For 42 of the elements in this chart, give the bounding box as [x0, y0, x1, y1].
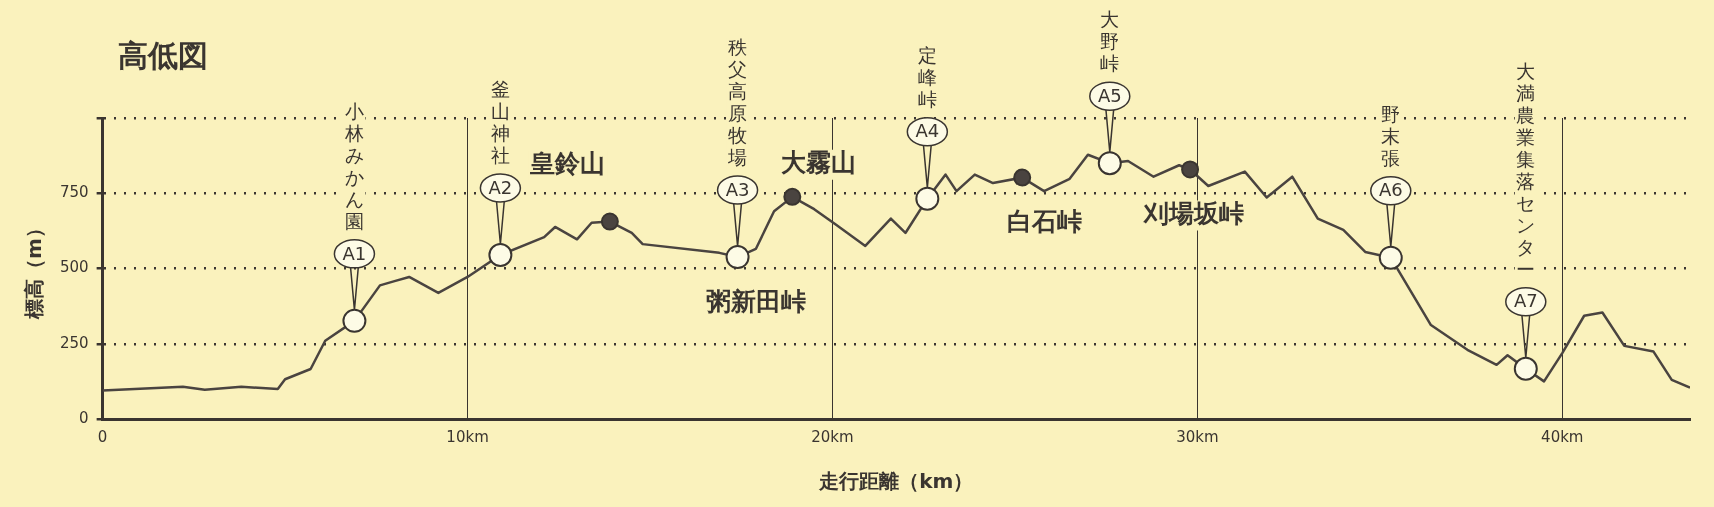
annotation: 粥新田峠 — [705, 286, 806, 316]
x-tick-label: 40km — [1541, 427, 1584, 446]
chart-title: 高低図 — [118, 37, 208, 75]
annotation: 秩父高原牧場 — [727, 36, 748, 168]
data-label: A7 — [1513, 290, 1538, 312]
annotation: 野末張 — [1381, 102, 1401, 169]
point — [342, 308, 367, 333]
data-label: A2 — [488, 176, 513, 198]
x-tick-label: 10km — [446, 427, 489, 446]
x-axis-title: 走行距離（km） — [818, 469, 974, 494]
point — [488, 242, 513, 267]
point — [783, 187, 802, 206]
annotation: 釜山神社 — [490, 77, 510, 166]
point — [1378, 245, 1403, 270]
data-label: 白石峠 — [1006, 207, 1082, 237]
text: 大野峠 — [1100, 8, 1120, 75]
data-label: A6 — [1378, 179, 1403, 201]
data-label: 大霧山 — [780, 148, 856, 178]
data-label: 刈場坂峠 — [1143, 198, 1245, 228]
data-label: A1 — [342, 242, 367, 264]
text: 大満農業集落センター — [1516, 59, 1536, 280]
data-label: A3 — [725, 178, 750, 200]
x-tick-label: 20km — [811, 427, 854, 446]
x-tick-label: 0 — [97, 427, 108, 446]
point — [1013, 168, 1032, 187]
y-tick-label: 250 — [59, 333, 89, 352]
x-tick-label: 30km — [1176, 427, 1219, 446]
data-label: A4 — [915, 120, 940, 142]
point — [600, 212, 619, 231]
point — [915, 186, 940, 211]
y-tick-label: 750 — [59, 183, 89, 202]
point — [725, 245, 750, 270]
data-label: 皇鈴山 — [529, 149, 606, 179]
point — [1097, 151, 1122, 176]
point — [1181, 160, 1200, 179]
annotation: 小林みかん園 — [343, 99, 364, 232]
data-label: A5 — [1097, 84, 1122, 106]
point — [1513, 356, 1538, 381]
y-axis-title: 標高（m） — [22, 218, 47, 320]
y-tick-label: 0 — [79, 408, 89, 427]
y-tick-label: 500 — [59, 258, 89, 277]
text: 定峰峠 — [917, 43, 937, 110]
